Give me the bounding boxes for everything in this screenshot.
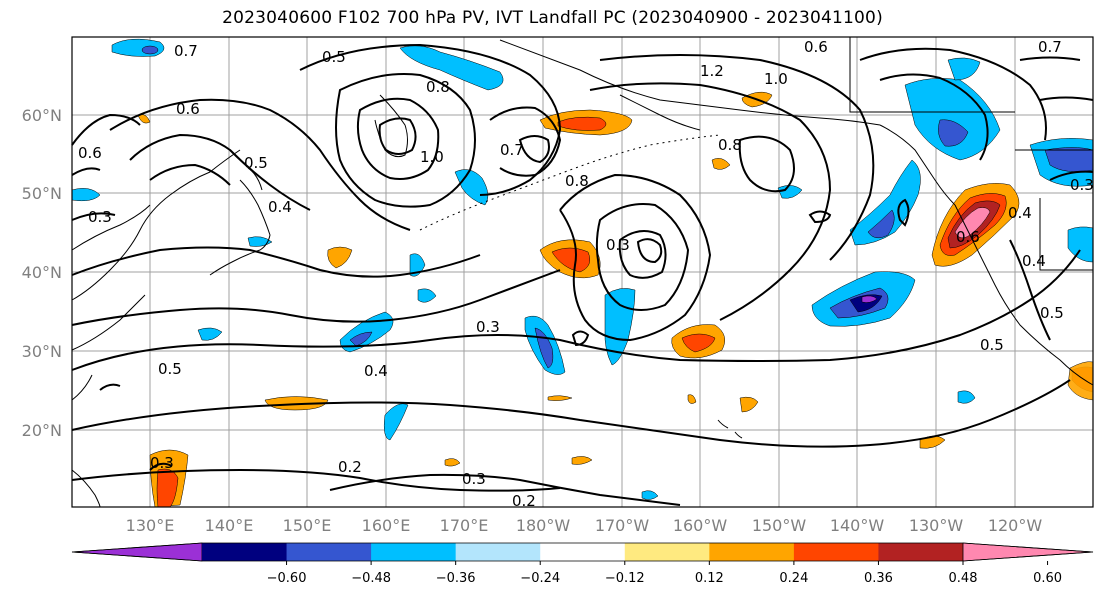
contour-label: 0.3 — [462, 470, 486, 488]
lat-label: 50°N — [22, 184, 62, 203]
colorbar-segment — [371, 543, 457, 561]
contour-label: 0.2 — [338, 458, 362, 476]
colorbar-tick-label: −0.48 — [351, 571, 391, 586]
colorbar-segment — [793, 543, 879, 561]
contour-label: 1.0 — [420, 148, 444, 166]
shading-layer — [71, 38, 1094, 508]
contour-label: 0.7 — [174, 42, 198, 60]
lat-label: 20°N — [22, 421, 62, 440]
contour-label: 0.4 — [1022, 252, 1046, 270]
colorbar-extend-min — [71, 542, 203, 562]
colorbar-tick-label: 0.60 — [1033, 571, 1062, 586]
colorbar-tick-label: −0.60 — [267, 571, 307, 586]
contour-label: 0.3 — [150, 454, 174, 472]
contour-label: 0.6 — [804, 38, 828, 56]
contour-label: 0.6 — [176, 100, 200, 118]
lon-label: 180°W — [516, 516, 571, 535]
contour-label: 0.3 — [606, 236, 630, 254]
lon-label: 170°E — [440, 516, 489, 535]
colorbar-tick-label: −0.36 — [436, 571, 476, 586]
lon-label: 170°W — [595, 516, 650, 535]
contour-label: 1.0 — [764, 70, 788, 88]
colorbar-tick-label: 0.12 — [695, 571, 724, 586]
contour-label: 0.8 — [426, 78, 450, 96]
lon-label: 140°W — [830, 516, 885, 535]
contour-label: 1.2 — [700, 62, 724, 80]
contour-label: 0.6 — [78, 144, 102, 162]
lon-label: 130°E — [126, 516, 175, 535]
contour-label: 0.8 — [718, 136, 742, 154]
colorbar-tick-label: 0.36 — [864, 571, 893, 586]
lat-label: 60°N — [22, 106, 62, 125]
colorbar: −0.60 −0.48 −0.36 −0.24 −0.12 0.12 0.24 0.36 0.4… — [71, 542, 1094, 586]
colorbar-tick-label: 0.48 — [949, 571, 978, 586]
colorbar-tick-label: −0.24 — [520, 571, 560, 586]
latitude-labels: 60°N 50°N 40°N 30°N 20°N — [22, 106, 62, 440]
longitude-labels: 130°E 140°E 150°E 160°E 170°E 180°W 170°… — [126, 516, 1043, 535]
contour-label: 0.5 — [158, 360, 182, 378]
lon-label: 130°W — [909, 516, 964, 535]
contour-label: 0.4 — [268, 198, 292, 216]
lon-label: 160°E — [362, 516, 411, 535]
contour-label: 0.3 — [1070, 176, 1094, 194]
lat-label: 30°N — [22, 342, 62, 361]
lon-label: 160°W — [673, 516, 728, 535]
contour-label: 0.4 — [1008, 204, 1032, 222]
pv-contours — [71, 43, 1094, 506]
colorbar-segment — [540, 543, 626, 561]
colorbar-segment — [624, 543, 710, 561]
contour-labels: 0.7 0.5 0.8 1.2 1.0 0.6 0.6 0.5 0.4 0.6 … — [78, 38, 1094, 510]
lat-label: 40°N — [22, 263, 62, 282]
coastlines — [71, 37, 1094, 508]
contour-label: 0.3 — [476, 318, 500, 336]
contour-label: 0.8 — [565, 172, 589, 190]
contour-label: 0.5 — [980, 336, 1004, 354]
colorbar-segment — [286, 543, 372, 561]
colorbar-extend-max — [962, 542, 1094, 562]
colorbar-segment — [878, 543, 964, 561]
lon-label: 150°E — [283, 516, 332, 535]
contour-label: 0.7 — [500, 141, 524, 159]
lon-label: 150°W — [752, 516, 807, 535]
contour-label: 0.4 — [364, 362, 388, 380]
contour-label: 0.6 — [956, 228, 980, 246]
contour-label: 0.5 — [322, 48, 346, 66]
contour-label: 0.2 — [512, 492, 536, 510]
contour-label: 0.3 — [88, 208, 112, 226]
colorbar-tick-label: 0.24 — [779, 571, 808, 586]
lon-label: 140°E — [205, 516, 254, 535]
map-panel: 0.7 0.5 0.8 1.2 1.0 0.6 0.6 0.5 0.4 0.6 … — [71, 36, 1094, 510]
colorbar-frame — [71, 542, 1094, 562]
colorbar-segment — [202, 543, 288, 561]
colorbar-segment — [709, 543, 795, 561]
contour-label: 0.5 — [1040, 304, 1064, 322]
colorbar-tick-label: −0.12 — [605, 571, 645, 586]
map-title: 2023040600 F102 700 hPa PV, IVT Landfall… — [222, 8, 883, 28]
contour-label: 0.7 — [1038, 38, 1062, 56]
contour-label: 0.5 — [244, 154, 268, 172]
colorbar-segment — [455, 543, 541, 561]
lon-label: 120°W — [988, 516, 1043, 535]
map-frame — [71, 36, 1094, 508]
